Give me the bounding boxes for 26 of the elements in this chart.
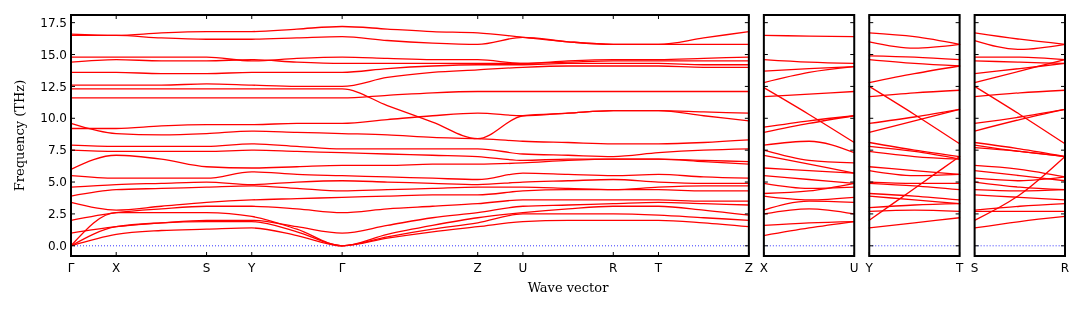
x-tick-label: S <box>970 261 979 275</box>
x-tick-label: T <box>653 261 663 275</box>
x-tick-label: Γ <box>67 261 75 275</box>
y-tick-label: 12.5 <box>40 79 67 94</box>
x-tick-label: U <box>518 261 528 275</box>
y-tick-label: 5.0 <box>47 175 67 190</box>
x-tick-label: S <box>202 261 211 275</box>
x-tick-label: U <box>849 261 859 275</box>
y-tick-label: 2.5 <box>47 207 67 222</box>
x-tick-label: Z <box>473 261 482 275</box>
x-tick-label: Y <box>864 261 874 275</box>
y-tick-label: 15.0 <box>40 47 67 62</box>
x-tick-label: Y <box>247 261 257 275</box>
x-axis-title: Wave vector <box>527 280 610 295</box>
x-tick-label: Z <box>744 261 753 275</box>
y-tick-label: 10.0 <box>40 111 67 126</box>
x-tick-label: X <box>759 261 768 275</box>
y-axis-title: Frequency (THz) <box>12 79 27 192</box>
y-tick-label: 17.5 <box>40 15 67 30</box>
y-tick-label: 7.5 <box>47 143 67 158</box>
x-tick-label: T <box>954 261 964 275</box>
x-tick-label: R <box>1060 261 1070 275</box>
x-tick-label: Γ <box>338 261 346 275</box>
y-tick-label: 0.0 <box>47 239 67 253</box>
x-tick-label: R <box>609 261 618 275</box>
x-tick-label: X <box>112 261 121 275</box>
